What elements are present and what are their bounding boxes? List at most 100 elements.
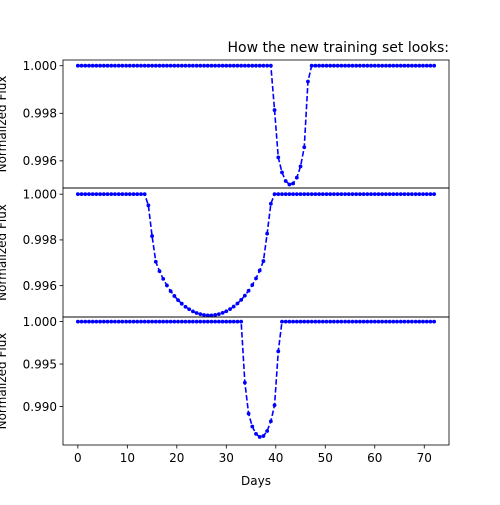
panel-3-data-point [339,319,344,324]
panel-2-data-point [120,192,125,197]
panel-1-data-point [268,63,273,68]
panel-3-data-point [205,319,210,324]
panel-3-data-point [417,319,422,324]
panel-3-data-point [398,319,403,324]
panel-3-data-point [90,319,95,324]
panel-1-frame [62,59,450,189]
panel-3-data-point [372,319,377,324]
panel-3-data-point [320,319,325,324]
panel-1-data-point [309,63,314,68]
panel-2-data-point [161,276,166,281]
panel-1-data-point [224,63,229,68]
panel-2-data-point [268,201,273,206]
panel-3-data-point [395,319,399,324]
panel-3-data-point [380,319,385,324]
panel-3-data-point [313,319,318,324]
panel-3-data-point [432,319,437,324]
panel-1-data-point [113,63,117,68]
panel-3-data-point [105,319,110,324]
panel-3-data-point [87,319,91,324]
panel-3-data-point [142,319,147,324]
panel-2-data-point [202,313,206,317]
panel-1-data-point [75,63,80,68]
x-tick-label: 10 [120,451,135,465]
panel-1-data-point [165,63,169,68]
panel-3-data-point [216,319,221,324]
panel-3-data-point [294,319,299,324]
panel-3-data-point [413,319,418,324]
panel-3-data-point [168,319,173,324]
panel-1-data-point [198,63,203,68]
panel-1-data-point [283,179,288,183]
panel-3-data-point [176,319,180,324]
panel-2-data-point [380,192,385,197]
panel-3-data-point [187,319,192,324]
panel-2-data-point [79,192,84,197]
panel-1-data-point [187,63,192,68]
panel-1-y-tick-label: 0.996 [23,154,57,168]
panel-2-data-point [83,192,88,197]
panel-2-frame [62,187,450,318]
panel-3-data-point [239,319,244,324]
panel-3-data-point [153,319,158,324]
panel-1-data-point [291,181,296,186]
panel-2-data-point [343,192,347,197]
panel-3-data-point [213,319,218,324]
panel-1-data-point [384,63,388,68]
panel-3-data-point [283,319,288,324]
panel-3-data-point [358,319,362,324]
panel-2-data-point [294,192,299,197]
panel-3-data-point [231,319,236,324]
x-tick-label: 0 [74,451,82,465]
panel-1-data-point [79,63,84,68]
panel-2-data-point [98,192,103,197]
panel-2-data-point [350,192,355,197]
panel-1-y-axis-label: Normalized Flux [0,76,9,173]
panel-2-data-point [335,192,340,197]
panel-3-frame [62,316,450,446]
panel-1-data-point [280,170,284,175]
panel-1-data-point [153,63,158,68]
panel-1-data-point [168,63,173,68]
panel-3-data-point [83,319,88,324]
panel-2-data-point [395,192,399,197]
panel-2-data-point [127,192,132,197]
panel-3-data-point [198,319,203,324]
panel-2-data-point [287,192,292,197]
panel-1-data-point [421,63,425,68]
panel-1-data-point [94,63,99,68]
panel-1-data-point [361,63,366,68]
panel-1-data-point [398,63,403,68]
panel-1-data-point [228,63,232,68]
panel-2-data-point [124,192,128,197]
panel-2-data-point [313,192,318,197]
panel-3-data-point [109,319,114,324]
panel-3-data-point [150,319,154,324]
panel-2-data-point [302,192,307,197]
x-tick-label: 60 [367,451,382,465]
panel-3-data-point [402,319,407,324]
panel-3-data-point [365,319,370,324]
x-axis-label: Days [241,474,271,488]
panel-3-data-point [257,435,262,439]
panel-1-data-point [413,63,418,68]
panel-1-data-point [213,63,218,68]
panel-1-data-point [139,63,143,68]
panel-1-data-point [306,79,310,84]
panel-1-data-point [302,145,307,150]
panel-2-data-point [213,313,218,317]
panel-1-data-point [298,164,303,169]
panel-2-data-point [421,192,425,197]
panel-3-data-point [387,319,392,324]
panel-2-data-point [194,311,199,315]
panel-1-data-point [324,63,329,68]
panel-2-data-point [358,192,362,197]
panel-3-data-point [250,424,255,429]
panel-1-data-point [183,63,188,68]
panel-1-data-point [339,63,344,68]
panel-2-y-axis-label: Normalized Flux [0,204,9,301]
panel-1-data-point [202,63,206,68]
panel-3-data-point [328,319,333,324]
panel-3-data-point [139,319,143,324]
panel-1-data-point [332,63,336,68]
